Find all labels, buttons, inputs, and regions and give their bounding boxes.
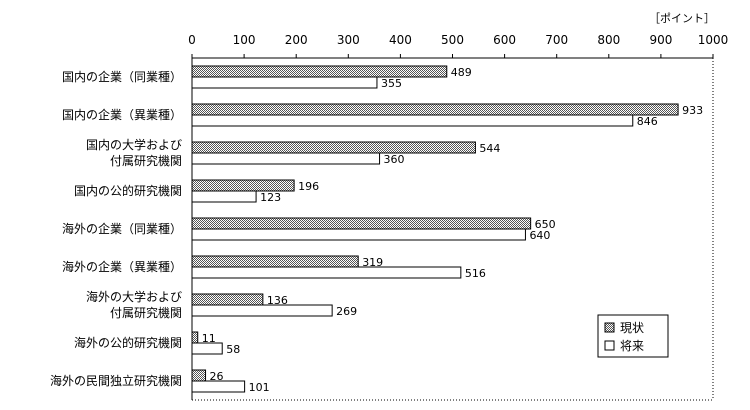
- data-label: 58: [226, 343, 240, 356]
- legend-label: 現状: [620, 321, 644, 335]
- x-tick-label: 600: [493, 33, 516, 47]
- category-label: 付属研究機関: [110, 153, 182, 168]
- data-label: 360: [384, 153, 405, 166]
- legend-swatch: [604, 322, 615, 333]
- bar-current: [191, 255, 359, 268]
- bar-current: [191, 141, 476, 154]
- x-tick-label: 100: [233, 33, 256, 47]
- category-label: 海外の民間独立研究機関: [50, 373, 182, 388]
- bar-current: [191, 103, 679, 116]
- x-tick-label: 800: [597, 33, 620, 47]
- x-tick-label: 1000: [698, 33, 729, 47]
- data-label: 933: [682, 104, 703, 117]
- category-label: 海外の企業（同業種）: [62, 221, 182, 236]
- category-label: 海外の大学および: [86, 289, 182, 304]
- unit-label: ［ポイント］: [649, 12, 715, 25]
- bar-current: [191, 65, 448, 78]
- category-label: 国内の企業（同業種）: [62, 69, 182, 84]
- bar-future: [191, 114, 634, 127]
- data-label: 26: [210, 370, 224, 383]
- x-tick-label: 400: [389, 33, 412, 47]
- bar-current: [191, 179, 295, 192]
- bar-future: [191, 76, 378, 89]
- x-tick-label: 500: [441, 33, 464, 47]
- bar-future: [191, 152, 381, 165]
- bar-future: [191, 304, 333, 317]
- data-label: 355: [381, 77, 402, 90]
- category-label: 付属研究機関: [110, 305, 182, 320]
- data-label: 123: [260, 191, 281, 204]
- bar-current: [191, 293, 264, 306]
- data-label: 269: [336, 305, 357, 318]
- x-tick-label: 700: [545, 33, 568, 47]
- data-label: 196: [298, 180, 319, 193]
- category-label: 国内の大学および: [86, 137, 182, 152]
- bar-current: [191, 331, 199, 344]
- data-label: 319: [362, 256, 383, 269]
- bar-current: [191, 369, 207, 382]
- data-label: 640: [529, 229, 550, 242]
- bar-future: [191, 342, 223, 355]
- bar-future: [191, 190, 257, 203]
- x-tick-label: 300: [337, 33, 360, 47]
- category-label: 海外の企業（異業種）: [62, 259, 182, 274]
- category-label: 海外の公的研究機関: [74, 335, 182, 350]
- data-label: 136: [267, 294, 288, 307]
- category-label: 国内の公的研究機関: [74, 183, 182, 198]
- x-tick-label: 900: [649, 33, 672, 47]
- bar-future: [191, 228, 526, 241]
- bar-future: [191, 380, 246, 393]
- legend-label: 将来: [620, 339, 644, 353]
- x-tick-label: 200: [285, 33, 308, 47]
- category-label: 国内の企業（異業種）: [62, 107, 182, 122]
- data-label: 11: [202, 332, 216, 345]
- x-tick-label: 0: [188, 33, 196, 47]
- legend-swatch: [604, 340, 615, 351]
- data-label: 846: [637, 115, 658, 128]
- data-label: 544: [479, 142, 500, 155]
- bar-future: [191, 266, 462, 279]
- data-label: 101: [249, 381, 270, 394]
- data-label: 516: [465, 267, 486, 280]
- data-label: 489: [451, 66, 472, 79]
- bar-current: [191, 217, 532, 230]
- data-label: 650: [535, 218, 556, 231]
